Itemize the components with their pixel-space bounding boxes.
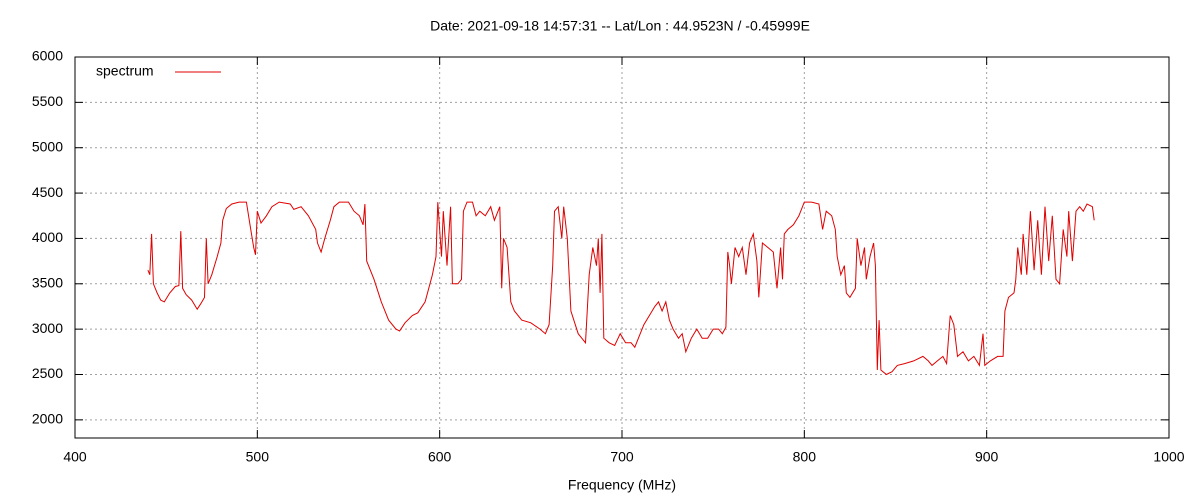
x-axis-label: Frequency (MHz)	[568, 477, 676, 493]
y-tick-label: 6000	[32, 48, 63, 64]
y-tick-label: 3000	[32, 320, 63, 336]
y-tick-label: 4000	[32, 229, 63, 245]
x-tick-label: 500	[246, 449, 270, 465]
data-line	[147, 201, 1095, 376]
y-tick-label: 4500	[32, 184, 63, 200]
x-tick-label: 800	[793, 449, 817, 465]
x-tick-label: 700	[610, 449, 634, 465]
y-tick-label: 3500	[32, 274, 63, 290]
legend-label: spectrum	[96, 63, 154, 79]
x-tick-label: 1000	[1153, 449, 1184, 465]
plot-border	[74, 56, 1170, 439]
y-tick-label: 5500	[32, 93, 63, 109]
x-tick-label: 600	[428, 449, 452, 465]
y-tick-label: 5000	[32, 138, 63, 154]
y-tick-label: 2000	[32, 411, 63, 427]
chart-title: Date: 2021-09-18 14:57:31 -- Lat/Lon : 4…	[430, 18, 810, 34]
y-tick-label: 2500	[32, 365, 63, 381]
x-tick-label: 400	[63, 449, 87, 465]
x-tick-label: 900	[975, 449, 999, 465]
